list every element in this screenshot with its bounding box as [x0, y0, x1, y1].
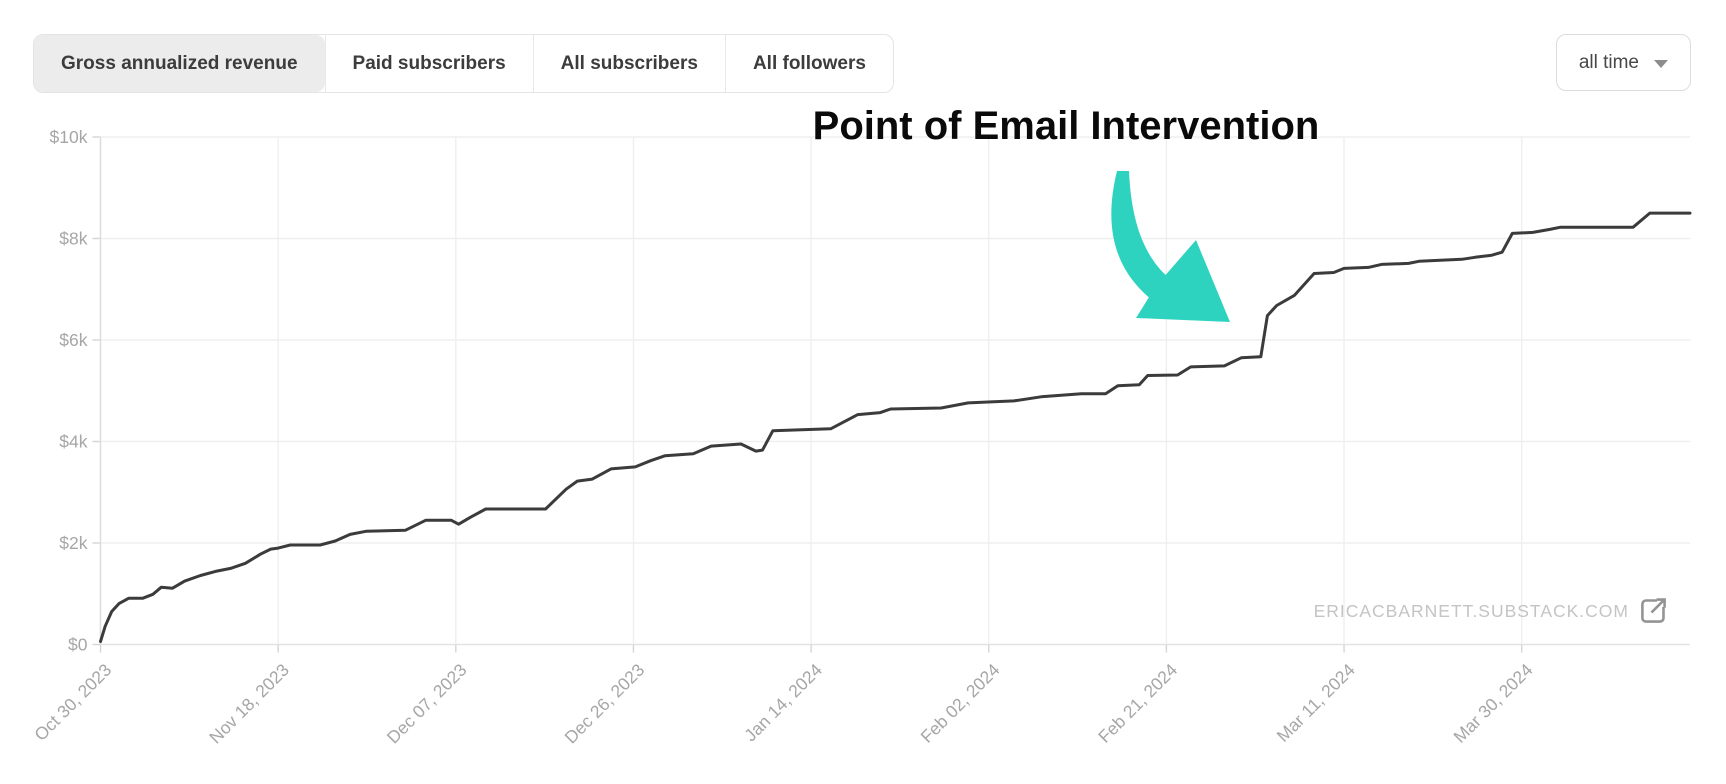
- metric-tab-bar: Gross annualized revenue Paid subscriber…: [33, 34, 894, 93]
- tab-label: All subscribers: [560, 52, 698, 74]
- external-link-icon: [1641, 598, 1666, 623]
- time-range-selector[interactable]: all time: [1555, 34, 1691, 91]
- x-tick-label: Mar 11, 2024: [1273, 660, 1359, 746]
- tab-label: Gross annualized revenue: [61, 52, 298, 74]
- revenue-series-line: [99, 211, 1692, 643]
- x-tick-label: Dec 26, 2023: [561, 660, 649, 748]
- time-range-value: all time: [1578, 51, 1639, 73]
- y-tick-label: $0: [68, 635, 88, 655]
- y-tick-label: $2k: [59, 533, 87, 553]
- x-tick-label: Dec 07, 2023: [383, 660, 471, 748]
- y-tick-label: $6k: [59, 330, 87, 350]
- x-tick-label: Jan 14, 2024: [740, 660, 826, 746]
- x-tick-label: Feb 21, 2024: [1094, 659, 1181, 746]
- caret-down-icon: [1654, 60, 1668, 68]
- annotation-text: Point of Email Intervention: [812, 104, 1320, 148]
- intervention-arrow-icon: [1111, 171, 1230, 322]
- publication-domain: ERICACBARNETT.SUBSTACK.COM: [1313, 600, 1629, 621]
- x-tick-label: Mar 30, 2024: [1449, 660, 1536, 747]
- tab-gross-annualized-revenue[interactable]: Gross annualized revenue: [34, 35, 325, 92]
- y-tick-label: $4k: [59, 432, 87, 452]
- tab-label: Paid subscribers: [352, 52, 506, 74]
- publication-link[interactable]: ERICACBARNETT.SUBSTACK.COM: [1314, 596, 1668, 626]
- tab-all-followers[interactable]: All followers: [724, 35, 893, 92]
- x-tick-label: Nov 18, 2023: [205, 660, 293, 748]
- tab-all-subscribers[interactable]: All subscribers: [532, 35, 725, 92]
- x-tick-label: Oct 30, 2023: [30, 660, 115, 745]
- y-tick-label: $10k: [50, 127, 88, 147]
- tab-paid-subscribers[interactable]: Paid subscribers: [324, 35, 533, 92]
- y-tick-label: $8k: [59, 229, 87, 249]
- tab-label: All followers: [752, 52, 866, 74]
- x-tick-label: Feb 02, 2024: [917, 659, 1004, 746]
